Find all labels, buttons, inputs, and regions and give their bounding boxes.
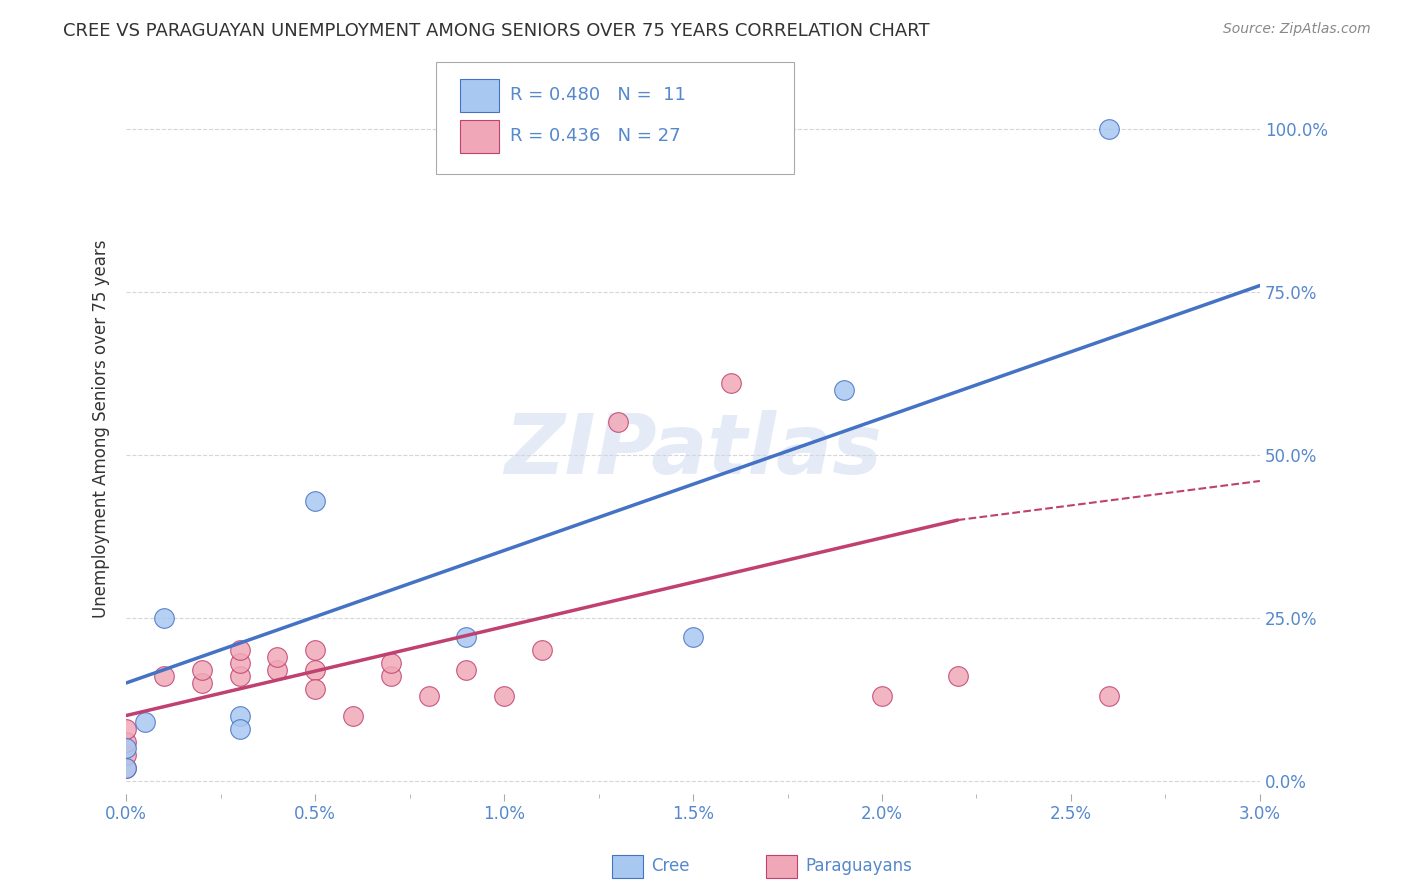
Point [720, 376, 742, 391]
Point [266, 663, 288, 677]
Point [191, 676, 214, 690]
Point [456, 630, 478, 644]
Point [228, 657, 250, 671]
Point [342, 708, 364, 723]
Text: Source: ZipAtlas.com: Source: ZipAtlas.com [1223, 22, 1371, 37]
Point [228, 643, 250, 657]
Text: R = 0.480   N =  11: R = 0.480 N = 11 [510, 87, 686, 104]
Point [530, 643, 553, 657]
Text: Paraguayans: Paraguayans [806, 857, 912, 875]
Point [494, 689, 516, 703]
Point [304, 643, 326, 657]
Point [153, 669, 176, 683]
Point [153, 611, 176, 625]
Point [115, 722, 138, 736]
Point [682, 630, 704, 644]
Point [115, 761, 138, 775]
Point [115, 747, 138, 762]
Point [115, 741, 138, 756]
Text: ZIPatlas: ZIPatlas [505, 410, 882, 491]
Point [1098, 122, 1121, 136]
Point [832, 383, 855, 397]
Point [1098, 689, 1121, 703]
Point [304, 663, 326, 677]
Point [304, 493, 326, 508]
Point [380, 669, 402, 683]
Point [228, 669, 250, 683]
Y-axis label: Unemployment Among Seniors over 75 years: Unemployment Among Seniors over 75 years [93, 240, 110, 618]
Point [456, 663, 478, 677]
Point [191, 663, 214, 677]
Point [870, 689, 893, 703]
Point [304, 682, 326, 697]
Text: CREE VS PARAGUAYAN UNEMPLOYMENT AMONG SENIORS OVER 75 YEARS CORRELATION CHART: CREE VS PARAGUAYAN UNEMPLOYMENT AMONG SE… [63, 22, 929, 40]
Point [228, 708, 250, 723]
Point [228, 722, 250, 736]
Point [946, 669, 969, 683]
Text: Cree: Cree [651, 857, 689, 875]
Point [266, 649, 288, 664]
Point [606, 415, 628, 429]
Point [418, 689, 440, 703]
Point [115, 761, 138, 775]
Point [134, 714, 156, 729]
Point [115, 734, 138, 748]
Point [380, 657, 402, 671]
Text: R = 0.436   N = 27: R = 0.436 N = 27 [510, 128, 681, 145]
